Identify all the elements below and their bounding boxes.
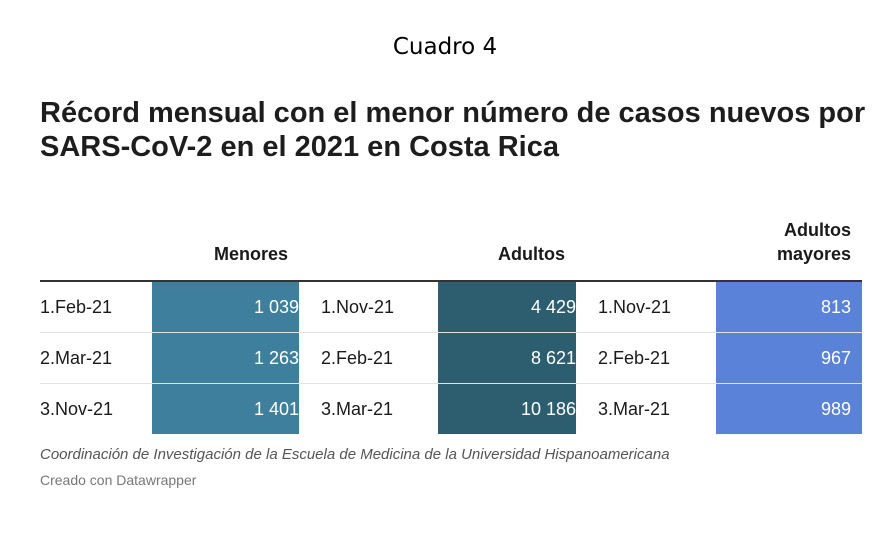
value-cell: 8 621 xyxy=(438,332,576,384)
column-header-adultos-mayores: Adultos mayores xyxy=(716,200,862,282)
table-header-row: Menores Adultos Adultos mayores xyxy=(40,200,862,282)
header-spacer xyxy=(576,200,716,282)
value-cell: 1 039 xyxy=(152,281,299,333)
chart-title: Récord mensual con el menor número de ca… xyxy=(40,97,866,163)
header-spacer xyxy=(299,200,438,282)
column-header-line: Adultos xyxy=(784,220,851,240)
source-note: Coordinación de Investigación de la Escu… xyxy=(40,446,670,463)
table-row: 3.Nov-21 1 401 3.Mar-21 10 186 3.Mar-21 … xyxy=(40,383,862,434)
value-cell: 4 429 xyxy=(438,281,576,333)
value-cell: 989 xyxy=(716,383,862,434)
table-row: 1.Feb-21 1 039 1.Nov-21 4 429 1.Nov-21 8… xyxy=(40,281,862,333)
records-table: Menores Adultos Adultos mayores 1.Feb-21… xyxy=(40,200,862,434)
value-cell: 1 263 xyxy=(152,332,299,384)
datawrapper-credit: Creado con Datawrapper xyxy=(40,472,197,488)
month-cell: 2.Feb-21 xyxy=(576,332,716,384)
month-cell: 1.Feb-21 xyxy=(40,281,152,333)
header-spacer xyxy=(40,200,152,282)
month-cell: 2.Feb-21 xyxy=(299,332,438,384)
month-cell: 3.Nov-21 xyxy=(40,398,114,419)
value-cell: 10 186 xyxy=(438,383,576,434)
table-row: 2.Mar-21 1 263 2.Feb-21 8 621 2.Feb-21 9… xyxy=(40,332,862,384)
month-cell: 2.Mar-21 xyxy=(40,332,152,384)
value-cell: 1 401 xyxy=(152,383,299,434)
month-cell: 1.Nov-21 xyxy=(299,281,438,333)
column-header-adultos: Adultos xyxy=(438,200,576,282)
column-header-line: mayores xyxy=(776,244,851,264)
month-cell: 1.Nov-21 xyxy=(576,281,716,333)
column-header-menores: Menores xyxy=(152,200,299,282)
value-cell: 813 xyxy=(716,281,862,333)
month-cell: 3.Mar-21 xyxy=(598,398,671,419)
value-cell: 967 xyxy=(716,332,862,384)
table-caption: Cuadro 4 xyxy=(392,34,498,60)
month-cell: 3.Mar-21 xyxy=(321,398,394,419)
